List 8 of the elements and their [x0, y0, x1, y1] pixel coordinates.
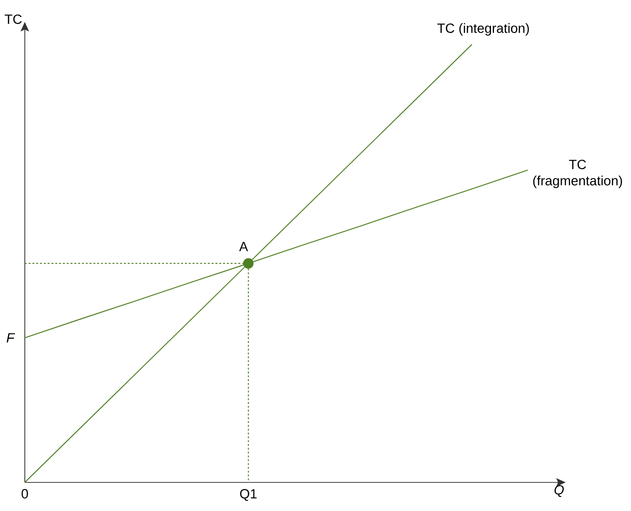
x-tick-label: 0	[22, 489, 28, 499]
y-axis-title: TC	[4, 14, 22, 24]
annotation: A	[239, 242, 248, 252]
series-label: TC (integration)	[437, 23, 529, 36]
series-label: TC (fragmentation)	[533, 160, 622, 188]
annotation: F	[6, 333, 16, 342]
x-axis-title: Q	[554, 485, 564, 497]
x-tick-label: Q1	[240, 489, 257, 501]
